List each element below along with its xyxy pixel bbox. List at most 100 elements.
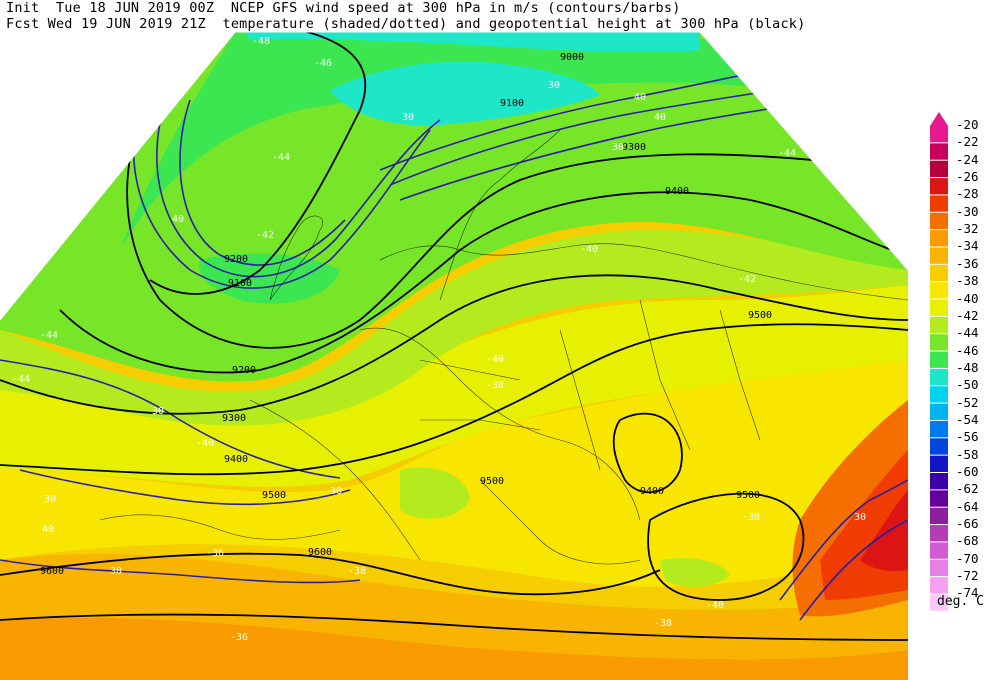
colorbar-swatch	[930, 525, 948, 542]
temp-label: -48	[252, 36, 270, 47]
colorbar-label: -56	[956, 429, 979, 445]
colorbar-swatch	[930, 438, 948, 455]
colorbar-label: -32	[956, 221, 979, 237]
colorbar-swatch	[930, 490, 948, 507]
height-label: 9200	[224, 254, 248, 265]
wind-label: 40	[42, 524, 54, 535]
temp-label: -38	[486, 380, 504, 391]
height-label: 9600	[308, 547, 332, 558]
temp-label: -42	[256, 230, 274, 241]
height-contours	[0, 32, 908, 641]
colorbar-label: -20	[956, 117, 979, 132]
colorbar-label: -54	[956, 411, 979, 427]
temp-label: -44	[40, 330, 58, 341]
colorbar-label: -72	[956, 568, 979, 584]
colorbar-swatch	[930, 178, 948, 195]
colorbar-label: -46	[956, 342, 979, 358]
height-label: 9400	[224, 454, 248, 465]
colorbar-label: -50	[956, 377, 979, 393]
temp-label: -42	[738, 274, 756, 285]
height-label: 9500	[262, 490, 286, 501]
colorbar-swatch	[930, 420, 948, 438]
colorbar-label: -22	[956, 134, 979, 150]
temp-label: -40	[196, 438, 214, 449]
height-label: 9100	[228, 278, 252, 289]
colorbar-label: -62	[956, 481, 979, 497]
colorbar-label: -52	[956, 394, 979, 410]
temp-label: -38	[654, 618, 672, 629]
temp-label: -46	[314, 58, 332, 69]
colorbar-label: -42	[956, 307, 979, 323]
colorbar-swatch	[930, 334, 948, 351]
wind-label: 30	[110, 566, 122, 577]
height-label: 9300	[622, 142, 646, 153]
colorbar-label: -74	[956, 585, 979, 601]
colorbar-label: -26	[956, 169, 979, 185]
colorbar-swatch	[930, 473, 948, 490]
colorbar-swatch	[930, 403, 948, 420]
height-label: 9300	[222, 413, 246, 424]
height-label: 9600	[40, 566, 64, 577]
wind-label: 30	[402, 112, 414, 123]
colorbar-swatch	[930, 143, 948, 160]
colorbar-arrow	[930, 112, 948, 126]
wind-label: 30	[44, 494, 56, 505]
temp-label: -38	[742, 512, 760, 523]
colorbar-swatch	[930, 282, 948, 299]
temp-label: -38	[348, 566, 366, 577]
wind-label: 30	[330, 486, 342, 497]
colorbar-swatch	[930, 507, 948, 525]
temp-label: -44	[272, 152, 290, 163]
colorbar-swatch	[930, 386, 948, 403]
colorbar-label: -64	[956, 498, 979, 514]
colorbar-label: -58	[956, 446, 979, 462]
temperature-colorbar	[930, 112, 948, 611]
temp-label: -44	[12, 374, 30, 385]
temp-label: -40	[486, 354, 504, 365]
colorbar-label: -24	[956, 151, 979, 167]
colorbar-label: -66	[956, 516, 979, 532]
colorbar-swatch	[930, 455, 948, 472]
colorbar-label: -36	[956, 255, 979, 271]
coastlines	[99, 129, 908, 565]
wind-label: 30	[854, 512, 866, 523]
wind-labels: 30 40 30 30 40 30 30 40 30 30 30 40	[42, 80, 866, 577]
colorbar-swatch	[930, 195, 948, 212]
colorbar-label: -30	[956, 203, 979, 219]
colorbar-label: -44	[956, 325, 979, 341]
colorbar-swatch	[930, 351, 948, 368]
colorbar-swatch	[930, 542, 948, 559]
wind-label: 40	[634, 92, 646, 103]
colorbar-swatch	[930, 160, 948, 178]
wind-label: 30	[152, 406, 164, 417]
colorbar-swatch	[930, 264, 948, 282]
colorbar-swatch	[930, 368, 948, 386]
colorbar-label: -40	[956, 290, 979, 306]
colorbar-label: -38	[956, 273, 979, 289]
temp-label: -36	[206, 548, 224, 559]
colorbar-label: -28	[956, 186, 979, 202]
colorbar-swatch	[930, 230, 948, 247]
height-label: 9500	[480, 476, 504, 487]
header-init-line: Init Tue 18 JUN 2019 00Z NCEP GFS wind s…	[6, 0, 681, 16]
colorbar-swatch	[930, 212, 948, 230]
temp-label: -40	[706, 600, 724, 611]
wind-label: 40	[172, 214, 184, 225]
colorbar-label: -68	[956, 533, 979, 549]
height-label: 9500	[736, 490, 760, 501]
height-label: 9400	[640, 486, 664, 497]
colorbar-units: deg. C	[937, 594, 984, 609]
wind-label: 40	[654, 112, 666, 123]
temp-label: -44	[778, 148, 796, 159]
temp-label: -36	[230, 632, 248, 643]
colorbar-swatch	[930, 594, 948, 611]
height-label: 9200	[232, 365, 256, 376]
colorbar-swatch	[930, 126, 948, 143]
height-label: 9400	[665, 186, 689, 197]
colorbar-swatch	[930, 316, 948, 334]
temperature-labels: -46 -44 -42 -48 -40 -38 -36 -38 -40 -42 …	[12, 36, 796, 643]
map-labels: 9200 9300 9400 9500 9600 9000 9100 9300 …	[12, 36, 866, 643]
colorbar-label: -48	[956, 359, 979, 375]
colorbar-swatch	[930, 299, 948, 316]
